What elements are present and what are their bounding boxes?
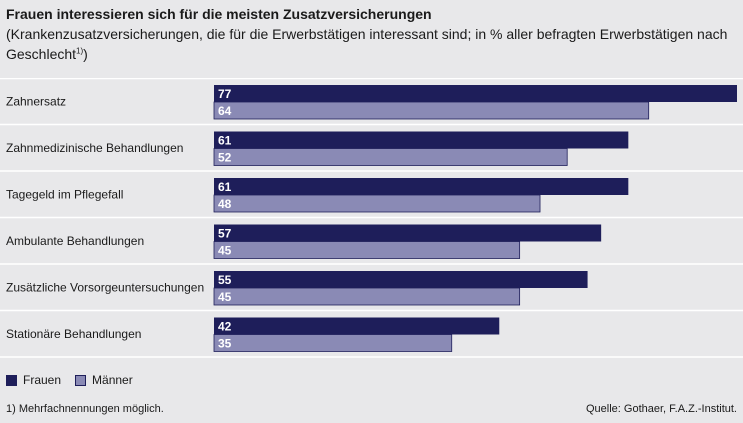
bar-frauen-stationaere-behandlungen [214,317,500,335]
bar-maenner-tagegeld-im-pflegefall [213,194,541,213]
data-label-maenner-zahnmedizinische-behandlungen: 52 [218,151,232,165]
data-label-maenner-stationaere-behandlungen: 35 [218,337,232,351]
data-label-frauen-zusaetzliche-vorsorgeuntersuchungen: 55 [218,273,232,287]
bar-frauen-zahnersatz [214,85,737,102]
data-label-frauen-zahnmedizinische-behandlungen: 61 [218,134,232,148]
bar-maenner-ambulante-behandlungen [213,241,521,259]
category-label-zahnmedizinische-behandlungen: Zahnmedizinische Behandlungen [6,141,183,155]
category-label-zusaetzliche-vorsorgeuntersuchungen: Zusätzliche Vorsorgeuntersuchungen [6,280,204,294]
legend-label-frauen: Frauen [23,373,62,387]
legend: Frauen Männer [6,372,147,388]
chart-subtitle: (Krankenzusatzversicherungen, die für di… [6,24,736,64]
legend-swatch-maenner [75,374,87,386]
bar-frauen-zahnmedizinische-behandlungen [214,131,629,149]
category-label-ambulante-behandlungen: Ambulante Behandlungen [6,234,144,248]
legend-item-maenner: Männer [75,373,133,387]
data-label-maenner-tagegeld-im-pflegefall: 48 [218,197,232,211]
legend-label-maenner: Männer [92,373,133,387]
data-label-frauen-stationaere-behandlungen: 42 [218,320,232,334]
bar-chart: Zahnersatz 77 64 Zahnmedizinische Behandlun… [0,78,743,358]
data-label-frauen-ambulante-behandlungen: 57 [218,227,232,241]
footnote-marker: 1) [76,46,84,56]
bar-frauen-ambulante-behandlungen [214,224,602,242]
chart-subtitle-end: ) [83,46,88,62]
legend-item-frauen: Frauen [6,373,61,387]
chart-subtitle-text: (Krankenzusatzversicherungen, die für di… [6,26,728,62]
bar-maenner-zahnersatz [213,101,650,120]
bar-maenner-stationaere-behandlungen [213,334,453,352]
bar-maenner-zusaetzliche-vorsorgeuntersuchungen [213,287,521,306]
data-label-frauen-tagegeld-im-pflegefall: 61 [218,180,232,194]
source-note: Quelle: Gothaer, F.A.Z.-Institut. [585,403,737,415]
footnote: 1) Mehrfachnennungen möglich. [6,403,164,415]
category-label-zahnersatz: Zahnersatz [6,94,66,108]
data-label-maenner-ambulante-behandlungen: 45 [218,244,232,258]
category-label-stationaere-behandlungen: Stationäre Behandlungen [6,327,141,341]
chart-title: Frauen interessieren sich für die meiste… [6,6,432,22]
data-label-frauen-zahnersatz: 77 [218,87,232,101]
legend-swatch-frauen [6,374,17,386]
data-label-maenner-zusaetzliche-vorsorgeuntersuchungen: 45 [218,290,232,304]
category-label-tagegeld-im-pflegefall: Tagegeld im Pflegefall [6,187,123,201]
bar-frauen-tagegeld-im-pflegefall [214,178,629,195]
chart-title-block: Frauen interessieren sich für die meiste… [6,4,736,64]
bar-maenner-zahnmedizinische-behandlungen [213,148,568,166]
data-label-maenner-zahnersatz: 64 [218,104,232,118]
bar-frauen-zusaetzliche-vorsorgeuntersuchungen [214,271,588,288]
